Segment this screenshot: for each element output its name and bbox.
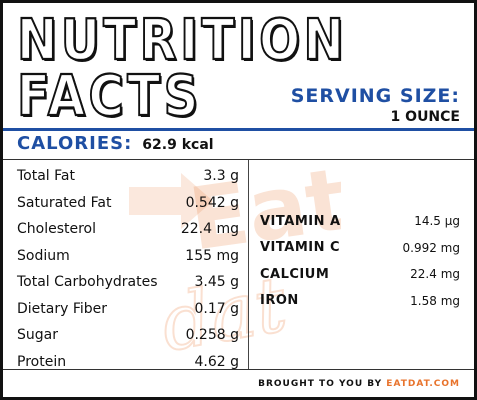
serving-size-value: 1 OUNCE (390, 109, 460, 125)
vitamin-value: 22.4 mg (410, 267, 460, 282)
nutrient-value: 3.45 g (194, 274, 239, 291)
vitamin-name: VITAMIN C (260, 240, 341, 256)
nutrient-row-saturated-fat: Saturated Fat 0.542 g (17, 190, 239, 217)
vitamin-value: 1.58 mg (410, 293, 460, 308)
nutrient-name: Sodium (17, 247, 70, 264)
vitamin-row-calcium: CALCIUM 22.4 mg (260, 261, 460, 288)
nutrient-row-cholesterol: Cholesterol 22.4 mg (17, 216, 239, 243)
nutrient-row-protein: Protein 4.62 g (17, 349, 239, 376)
nutrient-list: Total Fat 3.3 g Saturated Fat 0.542 g Ch… (17, 163, 239, 375)
footer-prefix: BROUGHT TO YOU BY (258, 379, 383, 389)
nutrient-name: Cholesterol (17, 221, 97, 238)
title-line-facts: FACTS (16, 64, 202, 129)
column-divider (248, 160, 249, 369)
nutrient-name: Saturated Fat (17, 194, 112, 211)
nutrient-name: Sugar (17, 327, 58, 344)
nutrient-value: 22.4 mg (180, 221, 239, 238)
vitamin-row-vitamin-a: VITAMIN A 14.5 µg (260, 208, 460, 235)
nutrient-row-sodium: Sodium 155 mg (17, 243, 239, 270)
footer-divider (3, 369, 474, 370)
nutrient-row-total-carbohydrates: Total Carbohydrates 3.45 g (17, 269, 239, 296)
nutrient-name: Protein (17, 353, 67, 370)
title-line-nutrition: NUTRITION (16, 8, 348, 73)
vitamin-name: CALCIUM (260, 266, 330, 282)
nutrient-value: 4.62 g (194, 353, 239, 370)
calories-row: CALORIES: 62.9 kcal (17, 133, 214, 154)
nutrient-row-total-fat: Total Fat 3.3 g (17, 163, 239, 190)
vitamin-name: VITAMIN A (260, 213, 341, 229)
nutrient-value: 0.17 g (194, 300, 239, 317)
calories-label: CALORIES: (17, 133, 133, 154)
nutrient-value: 155 mg (185, 247, 239, 264)
vitamin-list: VITAMIN A 14.5 µg VITAMIN C 0.992 mg CAL… (260, 208, 460, 314)
nutrient-row-sugar: Sugar 0.258 g (17, 322, 239, 349)
vitamin-value: 0.992 mg (402, 240, 460, 255)
nutrient-name: Total Carbohydrates (17, 274, 158, 291)
nutrient-name: Dietary Fiber (17, 300, 108, 317)
nutrient-row-dietary-fiber: Dietary Fiber 0.17 g (17, 296, 239, 323)
serving-size-label: SERVING SIZE: (290, 85, 460, 107)
vitamin-name: IRON (260, 293, 299, 309)
calories-divider (3, 159, 474, 160)
vitamin-value: 14.5 µg (414, 214, 460, 229)
header-divider (3, 128, 474, 131)
nutrient-value: 0.542 g (185, 194, 239, 211)
nutrient-value: 3.3 g (203, 168, 239, 185)
calories-value: 62.9 kcal (142, 137, 214, 153)
vitamin-row-iron: IRON 1.58 mg (260, 288, 460, 315)
footer-credit: BROUGHT TO YOU BY EATDAT.COM (258, 379, 460, 389)
nutrient-name: Total Fat (17, 168, 75, 185)
vitamin-row-vitamin-c: VITAMIN C 0.992 mg (260, 235, 460, 262)
footer-brand-link[interactable]: EATDAT.COM (386, 379, 460, 389)
nutrient-value: 0.258 g (185, 327, 239, 344)
